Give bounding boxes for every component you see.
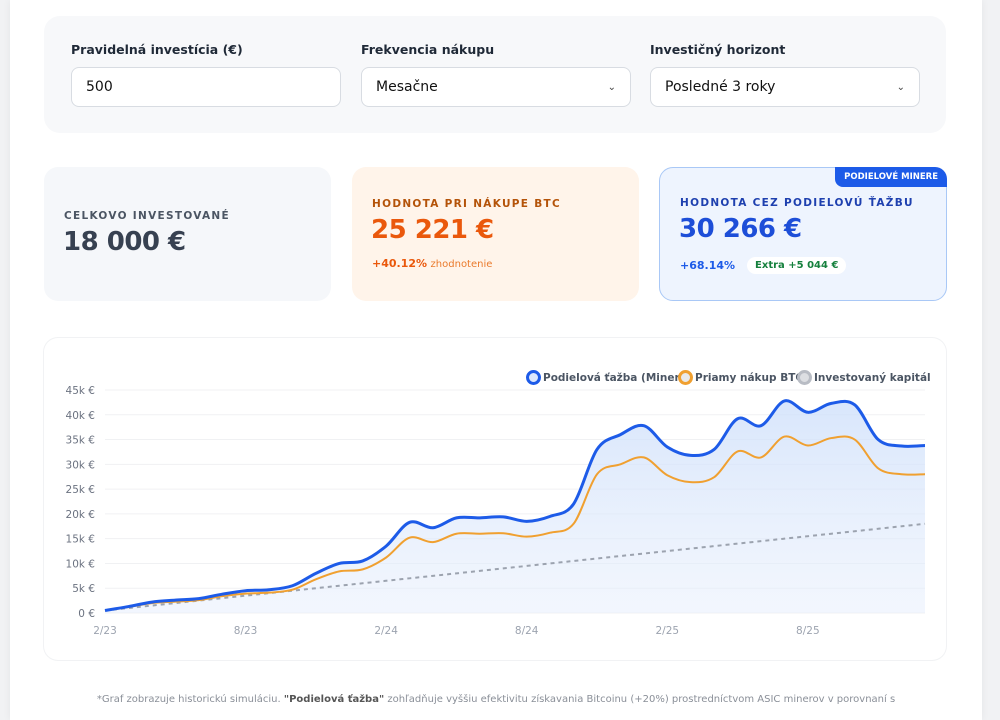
legend-label: Investovaný kapitál <box>814 371 931 384</box>
btc-note: zhodnotenie <box>430 259 493 270</box>
extra-badge: Extra +5 044 € <box>747 257 847 274</box>
invested-line <box>104 522 926 612</box>
horizon-control: Investičný horizont Posledné 3 roky ⌄ <box>650 42 920 107</box>
footnote-text-2: zohľadňuje vyššiu efektivitu získavania … <box>384 694 896 705</box>
mining-change: +68.14% Extra +5 044 € <box>680 257 847 274</box>
frequency-value: Mesačne <box>376 79 438 95</box>
horizon-select[interactable]: Posledné 3 roky ⌄ <box>650 67 920 107</box>
y-tick-label: 25k € <box>66 484 95 496</box>
x-tick-label: 2/23 <box>93 625 117 637</box>
mining-pct: +68.14% <box>680 259 736 272</box>
mining-area <box>105 400 925 613</box>
legend-mining[interactable]: Podielová ťažba (Minero) <box>526 370 692 385</box>
amount-label: Pravidelná investícia (€) <box>71 42 243 57</box>
legend-btc[interactable]: Priamy nákup BTC <box>678 370 803 385</box>
y-tick-label: 5k € <box>72 583 95 595</box>
btc-label: HODNOTA PRI NÁKUPE BTC <box>372 198 562 210</box>
calculator-controls: Pravidelná investícia (€) 500 Frekvencia… <box>44 16 946 133</box>
btc-value: 25 221 € <box>371 215 494 245</box>
footnote-bold: "Podielová ťažba" <box>283 694 385 705</box>
invested-label: CELKOVO INVESTOVANÉ <box>64 210 230 222</box>
x-tick-label: 8/24 <box>515 625 539 637</box>
amount-control: Pravidelná investícia (€) 500 <box>71 42 341 107</box>
footnote-text: *Graf zobrazuje historickú simuláciu. <box>96 694 284 705</box>
mining-line <box>104 399 926 613</box>
x-tick-label: 8/25 <box>796 625 820 637</box>
y-tick-label: 15k € <box>66 534 95 546</box>
y-tick-label: 30k € <box>66 459 95 471</box>
btc-line <box>104 435 926 612</box>
value-chart: 0 € 5k € 10k € 15k € 20k € 25k € 30k € 35k € 40k… <box>66 385 926 637</box>
mining-value: 30 266 € <box>679 214 802 244</box>
chevron-down-icon: ⌄ <box>607 81 616 93</box>
page: Pravidelná investícia (€) 500 Frekvencia… <box>10 0 982 720</box>
frequency-select[interactable]: Mesačne ⌄ <box>361 67 631 107</box>
btc-pct: +40.12% <box>372 257 428 270</box>
horizon-value: Posledné 3 roky <box>665 79 776 95</box>
invested-value: 18 000 € <box>63 227 186 257</box>
chevron-down-icon: ⌄ <box>896 81 905 93</box>
amount-input[interactable]: 500 <box>71 67 341 107</box>
horizon-label: Investičný horizont <box>650 42 786 57</box>
btc-change: +40.12% zhodnotenie <box>372 257 492 270</box>
y-tick-label: 40k € <box>66 410 95 422</box>
legend-swatch <box>678 370 693 385</box>
invested-card: CELKOVO INVESTOVANÉ 18 000 € <box>44 167 331 301</box>
legend-swatch <box>526 370 541 385</box>
btc-card: HODNOTA PRI NÁKUPE BTC 25 221 € +40.12% … <box>352 167 639 301</box>
y-tick-label: 45k € <box>66 385 95 397</box>
frequency-label: Frekvencia nákupu <box>361 42 495 57</box>
footnote: *Graf zobrazuje historickú simuláciu. "P… <box>10 694 982 705</box>
x-tick-label: 2/25 <box>655 625 679 637</box>
amount-value: 500 <box>86 79 113 95</box>
legend-label: Priamy nákup BTC <box>695 371 804 384</box>
mining-label: HODNOTA CEZ PODIELOVÚ ŤAŽBU <box>680 197 914 209</box>
mining-card: PODIELOVÉ MINERE HODNOTA CEZ PODIELOVÚ Ť… <box>659 167 947 301</box>
mining-badge: PODIELOVÉ MINERE <box>835 167 947 187</box>
legend-label: Podielová ťažba (Minero) <box>543 371 692 384</box>
x-tick-label: 2/24 <box>374 625 398 637</box>
legend-invested[interactable]: Investovaný kapitál <box>797 370 931 385</box>
y-tick-label: 20k € <box>66 509 95 521</box>
y-tick-label: 10k € <box>66 558 95 570</box>
y-tick-label: 0 € <box>78 608 95 620</box>
legend-swatch <box>797 370 812 385</box>
frequency-control: Frekvencia nákupu Mesačne ⌄ <box>361 42 631 107</box>
x-tick-label: 8/23 <box>234 625 258 637</box>
y-tick-label: 35k € <box>66 435 95 447</box>
